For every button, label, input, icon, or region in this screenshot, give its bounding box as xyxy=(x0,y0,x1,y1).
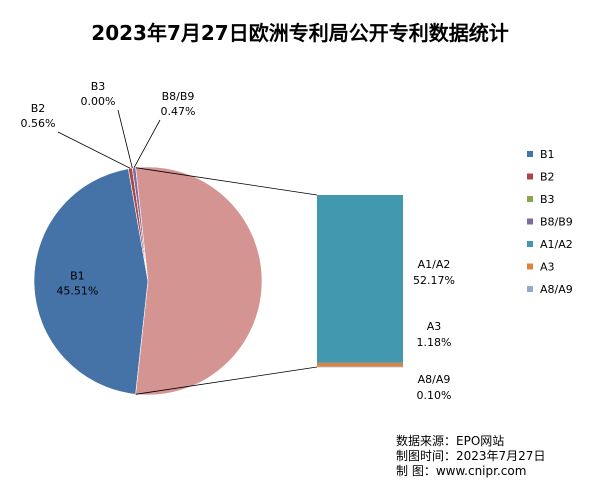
legend-swatch-a3 xyxy=(527,263,533,270)
pie-label-b1-value: 45.51% xyxy=(56,284,98,297)
connector-bottom xyxy=(135,366,318,395)
pie-label-b1-name: B1 xyxy=(70,269,85,282)
source-line-2: 制图时间：2023年7月27日 xyxy=(396,449,545,463)
connector-lines xyxy=(135,167,318,395)
bar-label-a3-value: 1.18% xyxy=(417,336,452,349)
bar-label-a1-a2-value: 52.17% xyxy=(413,274,455,287)
legend-swatch-b8-b9 xyxy=(527,218,533,225)
pie-label-b2-name: B2 xyxy=(31,102,46,115)
legend-label-a1-a2: A1/A2 xyxy=(540,238,573,251)
bar-label-a8-a9-name: A8/A9 xyxy=(418,373,451,386)
pie-slice-b1 xyxy=(33,168,149,395)
bar-segment-a3 xyxy=(317,362,403,367)
legend-label-b1: B1 xyxy=(540,148,555,161)
bar-segment-a8-a9 xyxy=(317,366,403,368)
legend-swatch-b1 xyxy=(527,151,533,157)
pie-group: B1 45.51% B2 0.56% B3 0.00% B8/B9 0.47% xyxy=(21,80,263,396)
legend-label-b3: B3 xyxy=(540,193,555,206)
bar-label-a3-name: A3 xyxy=(427,320,442,333)
pie-label-b2-value: 0.56% xyxy=(21,117,56,130)
legend-label-b8-b9: B8/B9 xyxy=(540,216,573,229)
legend-swatch-b2 xyxy=(527,173,533,180)
legend-swatch-a8-a9 xyxy=(527,286,533,292)
legend-label-b2: B2 xyxy=(540,171,555,184)
source-line-3: 制 图：www.cnipr.com xyxy=(396,464,526,478)
pie-label-b8-b9-value: 0.47% xyxy=(161,105,196,118)
leader-line-b8-b9 xyxy=(133,119,161,169)
bar-segment-a1-a2 xyxy=(317,195,403,363)
stacked-bar-group: A1/A2 52.17% A3 1.18% A8/A9 0.10% xyxy=(317,195,455,402)
bar-label-a8-a9-value: 0.10% xyxy=(417,389,452,402)
connector-top xyxy=(135,167,318,196)
pie-label-b3-name: B3 xyxy=(91,80,106,93)
legend-label-a8-a9: A8/A9 xyxy=(540,283,573,296)
chart-title: 2023年7月27日欧洲专利局公开专利数据统计 xyxy=(91,21,508,45)
legend-label-a3: A3 xyxy=(540,261,555,274)
source-block: 数据来源：EPO网站 制图时间：2023年7月27日 制 图：www.cnipr… xyxy=(396,433,545,478)
pie-slice-other xyxy=(135,166,263,396)
legend-swatch-b3 xyxy=(527,196,533,202)
leader-line-b2 xyxy=(57,131,131,169)
pie-label-b3-value: 0.00% xyxy=(81,95,116,108)
bar-label-a1-a2-name: A1/A2 xyxy=(418,258,451,271)
legend: B1 B2 B3 B8/B9 A1/A2 A3 A8/A9 xyxy=(527,148,573,296)
leader-line-b3 xyxy=(117,109,133,169)
legend-swatch-a1-a2 xyxy=(527,241,533,247)
source-line-1: 数据来源：EPO网站 xyxy=(396,433,504,448)
pie-label-b8-b9-name: B8/B9 xyxy=(162,90,195,103)
